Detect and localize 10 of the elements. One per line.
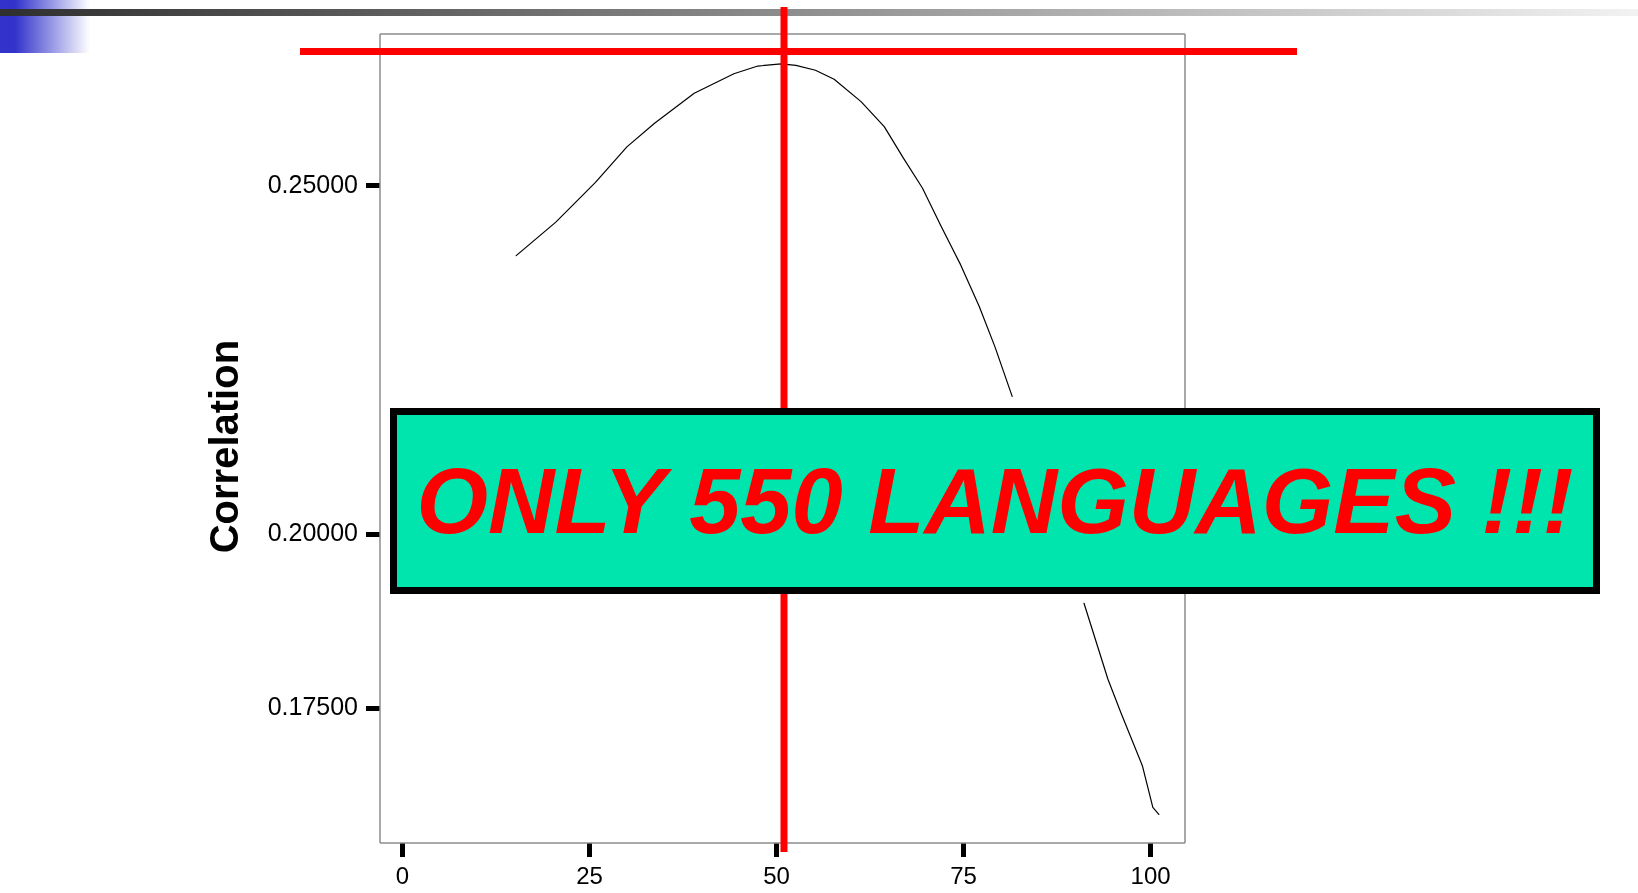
annotation: ONLY 550 LANGUAGES !!!: [416, 450, 1574, 552]
x-tick-label: 0: [395, 862, 410, 890]
y-tick-label: 0.20000: [267, 518, 358, 547]
x-tick-label: 100: [1130, 862, 1171, 890]
x-tick-label: 50: [763, 862, 790, 890]
y-axis-title: Correlation: [202, 339, 247, 554]
x-tick-label: 25: [576, 862, 603, 890]
y-tick-label: 0.25000: [267, 169, 358, 198]
y-tick-label: 0.17500: [267, 692, 358, 721]
x-tick-label: 75: [950, 862, 977, 890]
